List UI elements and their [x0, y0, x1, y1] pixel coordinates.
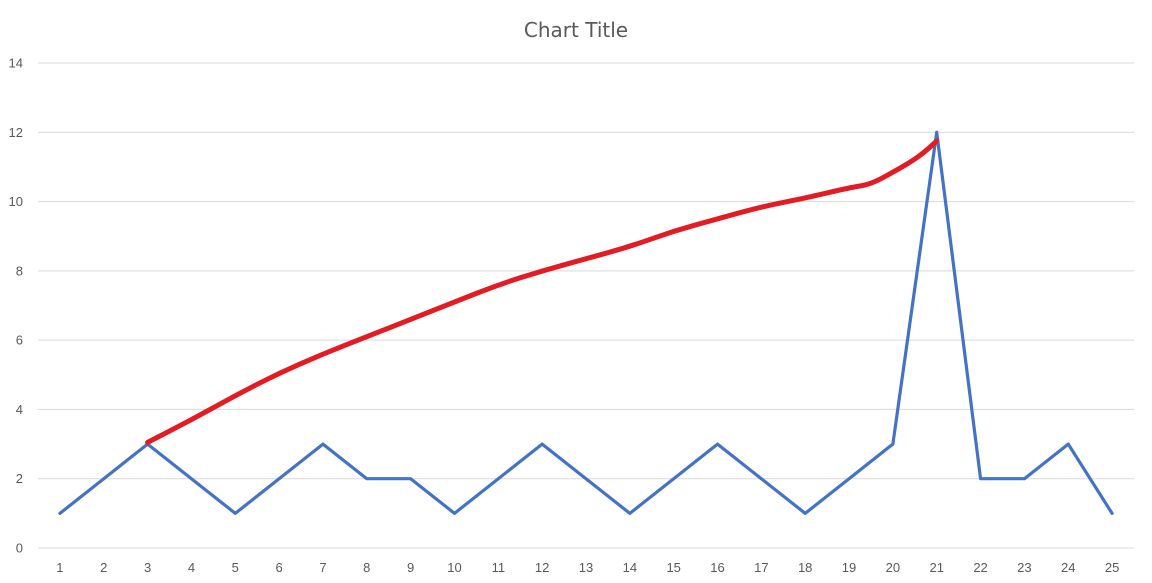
y-tick-label: 0	[16, 541, 23, 556]
y-tick-label: 10	[9, 194, 23, 209]
x-tick-label: 16	[710, 560, 724, 575]
x-tick-label: 8	[363, 560, 370, 575]
y-axis-tick-labels: 0 2 4 6 8 10 12 14	[9, 56, 23, 556]
x-tick-label: 19	[842, 560, 856, 575]
y-tick-label: 6	[16, 333, 23, 348]
x-tick-label: 15	[666, 560, 680, 575]
x-tick-label: 13	[579, 560, 593, 575]
x-tick-label: 11	[492, 560, 506, 575]
x-tick-label: 12	[535, 560, 549, 575]
x-tick-label: 3	[144, 560, 151, 575]
x-tick-label: 4	[188, 560, 195, 575]
gridlines	[38, 63, 1134, 548]
y-tick-label: 2	[16, 471, 23, 486]
y-tick-label: 4	[16, 402, 23, 417]
x-tick-label: 22	[973, 560, 987, 575]
x-tick-label: 6	[276, 560, 283, 575]
x-tick-label: 25	[1105, 560, 1119, 575]
x-tick-label: 24	[1061, 560, 1075, 575]
y-tick-label: 14	[9, 56, 23, 71]
series-line	[60, 132, 1112, 513]
x-tick-label: 9	[407, 560, 414, 575]
annotation-layer	[148, 141, 937, 442]
x-tick-label: 2	[100, 560, 107, 575]
x-tick-label: 14	[623, 560, 637, 575]
x-tick-label: 21	[929, 560, 943, 575]
x-tick-label: 1	[56, 560, 63, 575]
chart-title: Chart Title	[524, 18, 628, 42]
y-tick-label: 12	[9, 125, 23, 140]
x-tick-label: 5	[232, 560, 239, 575]
data-series	[60, 132, 1112, 513]
freehand-annotation-stroke	[148, 141, 937, 442]
x-tick-label: 17	[754, 560, 768, 575]
x-tick-label: 20	[886, 560, 900, 575]
x-tick-label: 10	[447, 560, 461, 575]
x-tick-label: 18	[798, 560, 812, 575]
x-tick-label: 23	[1017, 560, 1031, 575]
y-tick-label: 8	[16, 263, 23, 278]
x-tick-label: 7	[319, 560, 326, 575]
